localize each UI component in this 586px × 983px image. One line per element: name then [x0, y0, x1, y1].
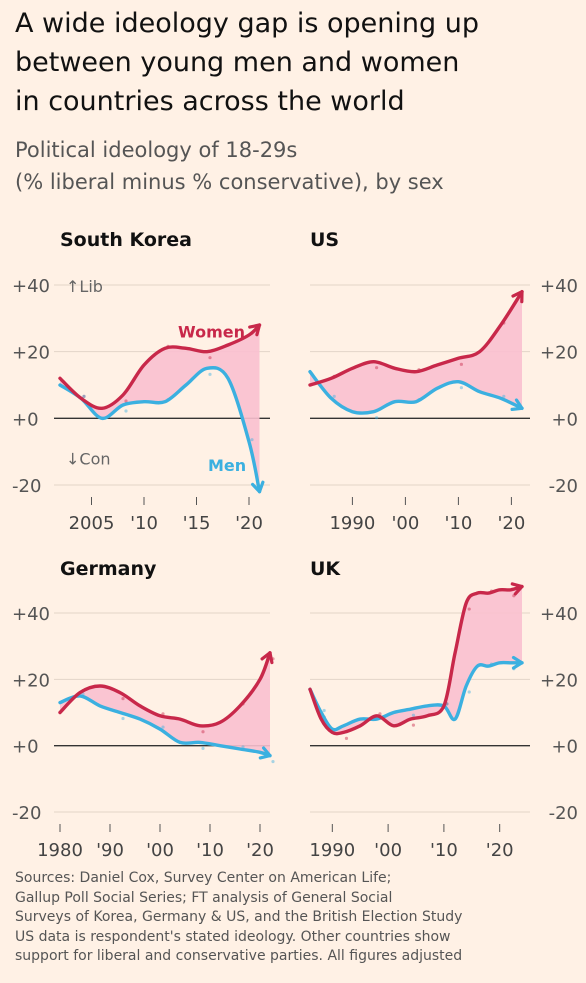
- chart-panel-2: Germany +40 +20 +0 -20 1980 '90 '00 '10 '20: [12, 558, 275, 861]
- lib-annotation: ↑Lib: [66, 277, 103, 296]
- chart-panel-3: UK +40 +20 +0 -20 1990 '00 '10 '20: [308, 558, 578, 861]
- x-tick-label: '90: [96, 840, 124, 861]
- men-arrow: [258, 746, 272, 760]
- women-data-point: [459, 362, 463, 366]
- x-tick-label: '00: [146, 840, 174, 861]
- women-data-point: [411, 723, 416, 727]
- x-tick-label: '10: [196, 840, 224, 861]
- men-arrow: [510, 398, 524, 411]
- y-tick-label: +0: [12, 737, 39, 758]
- women-arrow: [511, 290, 524, 304]
- women-line: [308, 584, 524, 736]
- chart-subtitle: Political ideology of 18-29s (% liberal …: [15, 138, 444, 194]
- y-tick-label: +40: [12, 276, 50, 297]
- men-line: [308, 370, 524, 415]
- con-annotation: ↓Con: [66, 449, 111, 468]
- men-line: [58, 365, 262, 494]
- x-tick-label: 1980: [37, 840, 83, 861]
- y-tick-label: +40: [12, 604, 50, 625]
- x-tick-label: '00: [391, 513, 419, 534]
- y-tick-label: +20: [12, 343, 50, 364]
- men-label: Men: [208, 456, 246, 475]
- y-tick-label: +0: [551, 409, 578, 430]
- men-line: [308, 660, 524, 732]
- men-data-point: [121, 716, 125, 721]
- men-data-point: [411, 713, 416, 717]
- men-data-point: [467, 690, 471, 694]
- women-arrow: [248, 323, 262, 337]
- panel-title: South Korea: [60, 229, 192, 251]
- women-line: [58, 323, 262, 411]
- y-tick-label: +40: [540, 604, 578, 625]
- gap-area: [310, 586, 522, 734]
- men-line: [58, 694, 272, 758]
- women-data-point: [375, 366, 379, 370]
- men-data-point: [124, 409, 128, 413]
- men-arrow: [251, 480, 265, 494]
- panel-title: US: [310, 229, 339, 251]
- men-data-point: [250, 438, 254, 442]
- women-data-point: [201, 730, 205, 734]
- gap-area: [310, 291, 522, 414]
- chart-panel-1: US +40 +20 +0 -20 1990 '00 '10 '20: [308, 229, 578, 534]
- women-data-point: [208, 356, 212, 360]
- small-multiples-charts: South Korea +40 +20 +0 -20 2005 '10 '15 '20 ↑Lib ↓…: [12, 229, 578, 861]
- panel-title: UK: [310, 558, 341, 580]
- men-data-point: [459, 386, 463, 390]
- y-tick-label: -20: [12, 803, 41, 824]
- y-tick-label: +0: [551, 737, 578, 758]
- women-data-point: [467, 607, 471, 611]
- men-data-point: [332, 394, 336, 398]
- x-tick-label: '20: [497, 513, 525, 534]
- x-tick-label: '10: [430, 840, 458, 861]
- x-tick-label: 2005: [69, 513, 115, 534]
- women-data-point: [161, 712, 165, 716]
- women-data-point: [82, 394, 86, 398]
- women-label: Women: [178, 323, 245, 342]
- men-data-point: [375, 416, 379, 420]
- x-tick-label: '10: [444, 513, 472, 534]
- y-tick-label: +0: [12, 409, 39, 430]
- x-tick-label: 1990: [309, 840, 355, 861]
- x-tick-label: '20: [486, 840, 514, 861]
- y-tick-label: -20: [549, 476, 578, 497]
- x-tick-label: '15: [183, 513, 211, 534]
- men-data-point: [322, 708, 326, 713]
- x-tick-label: 1990: [329, 513, 375, 534]
- x-tick-label: '20: [235, 513, 263, 534]
- y-tick-label: -20: [549, 803, 578, 824]
- men-data-point: [201, 746, 205, 750]
- y-tick-label: +20: [540, 670, 578, 691]
- men-data-point: [271, 760, 275, 764]
- y-tick-label: +40: [540, 276, 578, 297]
- sources-note: Sources: Daniel Cox, Survey Center on Am…: [15, 870, 463, 964]
- x-tick-label: '10: [130, 513, 158, 534]
- men-data-point: [82, 394, 86, 398]
- men-data-point: [502, 394, 506, 398]
- women-line: [308, 290, 524, 387]
- men-data-point: [161, 725, 165, 729]
- chart-panel-0: South Korea +40 +20 +0 -20 2005 '10 '15 '20 ↑Lib ↓…: [12, 229, 270, 534]
- men-arrow: [511, 655, 524, 670]
- x-tick-label: '20: [246, 840, 274, 861]
- panel-title: Germany: [60, 558, 157, 580]
- men-data-point: [208, 372, 212, 376]
- women-data-point: [124, 399, 128, 403]
- women-arrow: [510, 582, 524, 596]
- women-line: [58, 651, 272, 728]
- x-tick-label: '00: [374, 840, 402, 861]
- chart-title: A wide ideology gap is opening up betwee…: [15, 8, 479, 117]
- women-data-point: [344, 736, 349, 741]
- women-arrow: [260, 651, 274, 665]
- gap-area: [60, 652, 270, 756]
- y-tick-label: +20: [12, 670, 50, 691]
- y-tick-label: -20: [12, 476, 41, 497]
- women-data-point: [121, 697, 125, 701]
- y-tick-label: +20: [540, 343, 578, 364]
